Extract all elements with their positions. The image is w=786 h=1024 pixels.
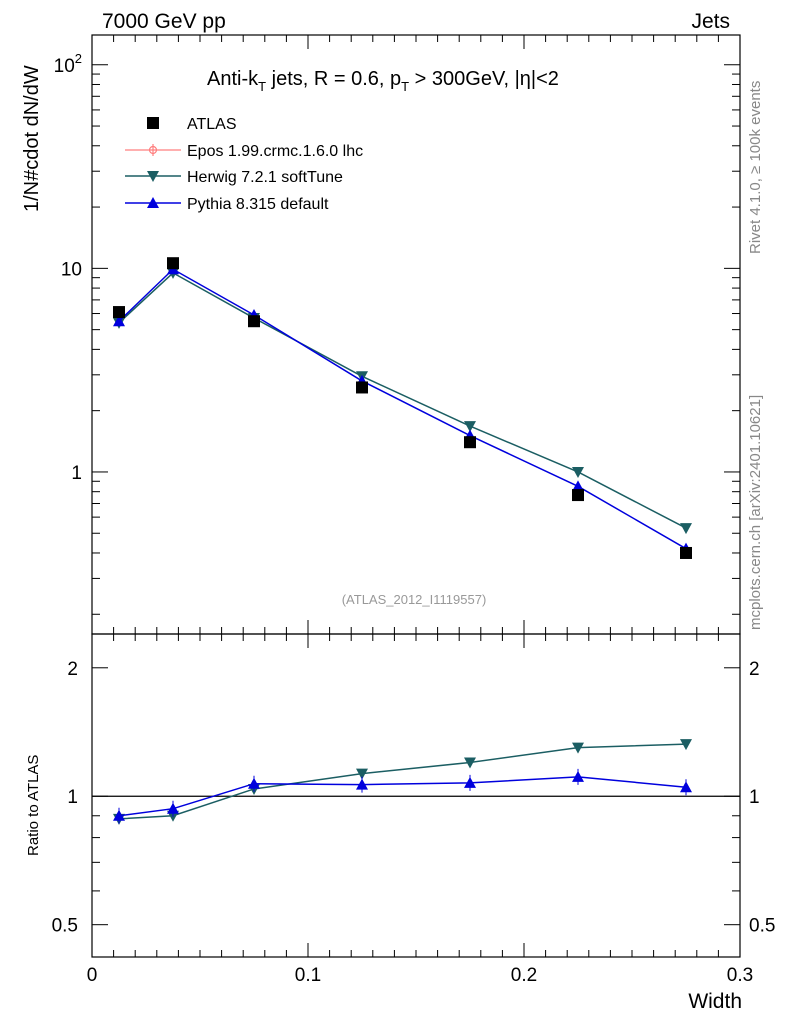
rivet-label: Rivet 4.1.0, ≥ 100k events (747, 81, 764, 254)
x-tick-label: 0.3 (727, 965, 753, 986)
herwig-point (464, 421, 476, 433)
x-tick-label: 0.2 (511, 965, 537, 986)
atlas-point (248, 315, 260, 328)
main-y-axis-label: 1/N#cdot dN/dW (21, 65, 43, 212)
atlas-point (572, 489, 584, 502)
herwig-line (118, 271, 687, 529)
ratio-y-tick-label-left: 2 (67, 659, 78, 680)
legend-label-pythia: Pythia 8.315 default (187, 196, 329, 213)
pythia-ratio-point (356, 778, 368, 790)
axis-ticks (91, 35, 741, 957)
herwig-ratio-point (572, 742, 584, 754)
data-marks (113, 257, 692, 825)
pythia-ratio-point (464, 776, 476, 788)
y-tick-label: 10 (61, 259, 82, 280)
x-tick-label: 0 (87, 965, 98, 986)
y-tick-label-base: 10 (54, 56, 75, 77)
herwig-ratio-point (680, 739, 692, 751)
herwig-point (572, 466, 584, 478)
header-right: Jets (691, 10, 730, 33)
legend-label-epos: Epos 1.99.crmc.1.6.0 lhc (187, 143, 363, 160)
ratio-y-tick-label-right: 1 (749, 787, 760, 808)
herwig-ratio-line (118, 743, 687, 820)
atlas-point (464, 436, 476, 449)
herwig-ratio-point (464, 757, 476, 769)
atlas-point (680, 546, 692, 559)
pythia-ratio-point (167, 802, 179, 814)
pythia-point (113, 315, 125, 327)
pythia-point (572, 480, 584, 492)
legend-entry-epos: Epos 1.99.crmc.1.6.0 lhc (125, 143, 363, 160)
legend-entry-pythia: Pythia 8.315 default (125, 196, 329, 213)
pythia-line (118, 268, 687, 550)
atlas-point (167, 257, 179, 270)
mcplots-label: mcplots.cern.ch [arXiv:2401.10621] (747, 395, 764, 630)
legend-entry-atlas: ATLAS (147, 116, 237, 133)
atlas-point (113, 306, 125, 319)
ratio-y-tick-label-left: 0.5 (52, 916, 78, 937)
y-tick-label: 102 (54, 51, 82, 77)
ratio-plot-frame (91, 633, 741, 958)
x-axis-label: Width (688, 990, 742, 1013)
analysis-id: (ATLAS_2012_I1119557) (342, 592, 487, 607)
y-tick-label-exponent: 2 (75, 51, 82, 66)
ratio-y-axis-label: Ratio to ATLAS (25, 755, 42, 856)
pythia-ratio-point (248, 777, 260, 789)
legend: ATLAS Epos 1.99.crmc.1.6.0 lhc Herwig 7.… (125, 116, 363, 213)
legend-marker-pythia (147, 197, 159, 208)
pythia-ratio-point (113, 809, 125, 821)
y-tick-label: 1 (71, 463, 82, 484)
pythia-ratio-point (680, 781, 692, 793)
ratio-y-tick-label-left: 1 (67, 787, 78, 808)
x-tick-label: 0.1 (295, 965, 321, 986)
legend-marker-atlas (147, 117, 159, 129)
header-left: 7000 GeV pp (102, 10, 226, 33)
legend-label-herwig: Herwig 7.2.1 softTune (187, 169, 343, 186)
ratio-y-tick-label-right: 2 (749, 659, 760, 680)
atlas-point (356, 381, 368, 394)
legend-marker-herwig (147, 171, 159, 182)
pythia-ratio-point (572, 770, 584, 782)
ratio-y-tick-label-right: 0.5 (749, 916, 775, 937)
herwig-ratio-point (356, 768, 368, 780)
legend-label-atlas: ATLAS (187, 116, 237, 133)
plot-title: Anti-kT jets, R = 0.6, pT > 300GeV, |η|<… (207, 68, 559, 94)
legend-entry-herwig: Herwig 7.2.1 softTune (125, 169, 343, 186)
herwig-point (680, 523, 692, 535)
